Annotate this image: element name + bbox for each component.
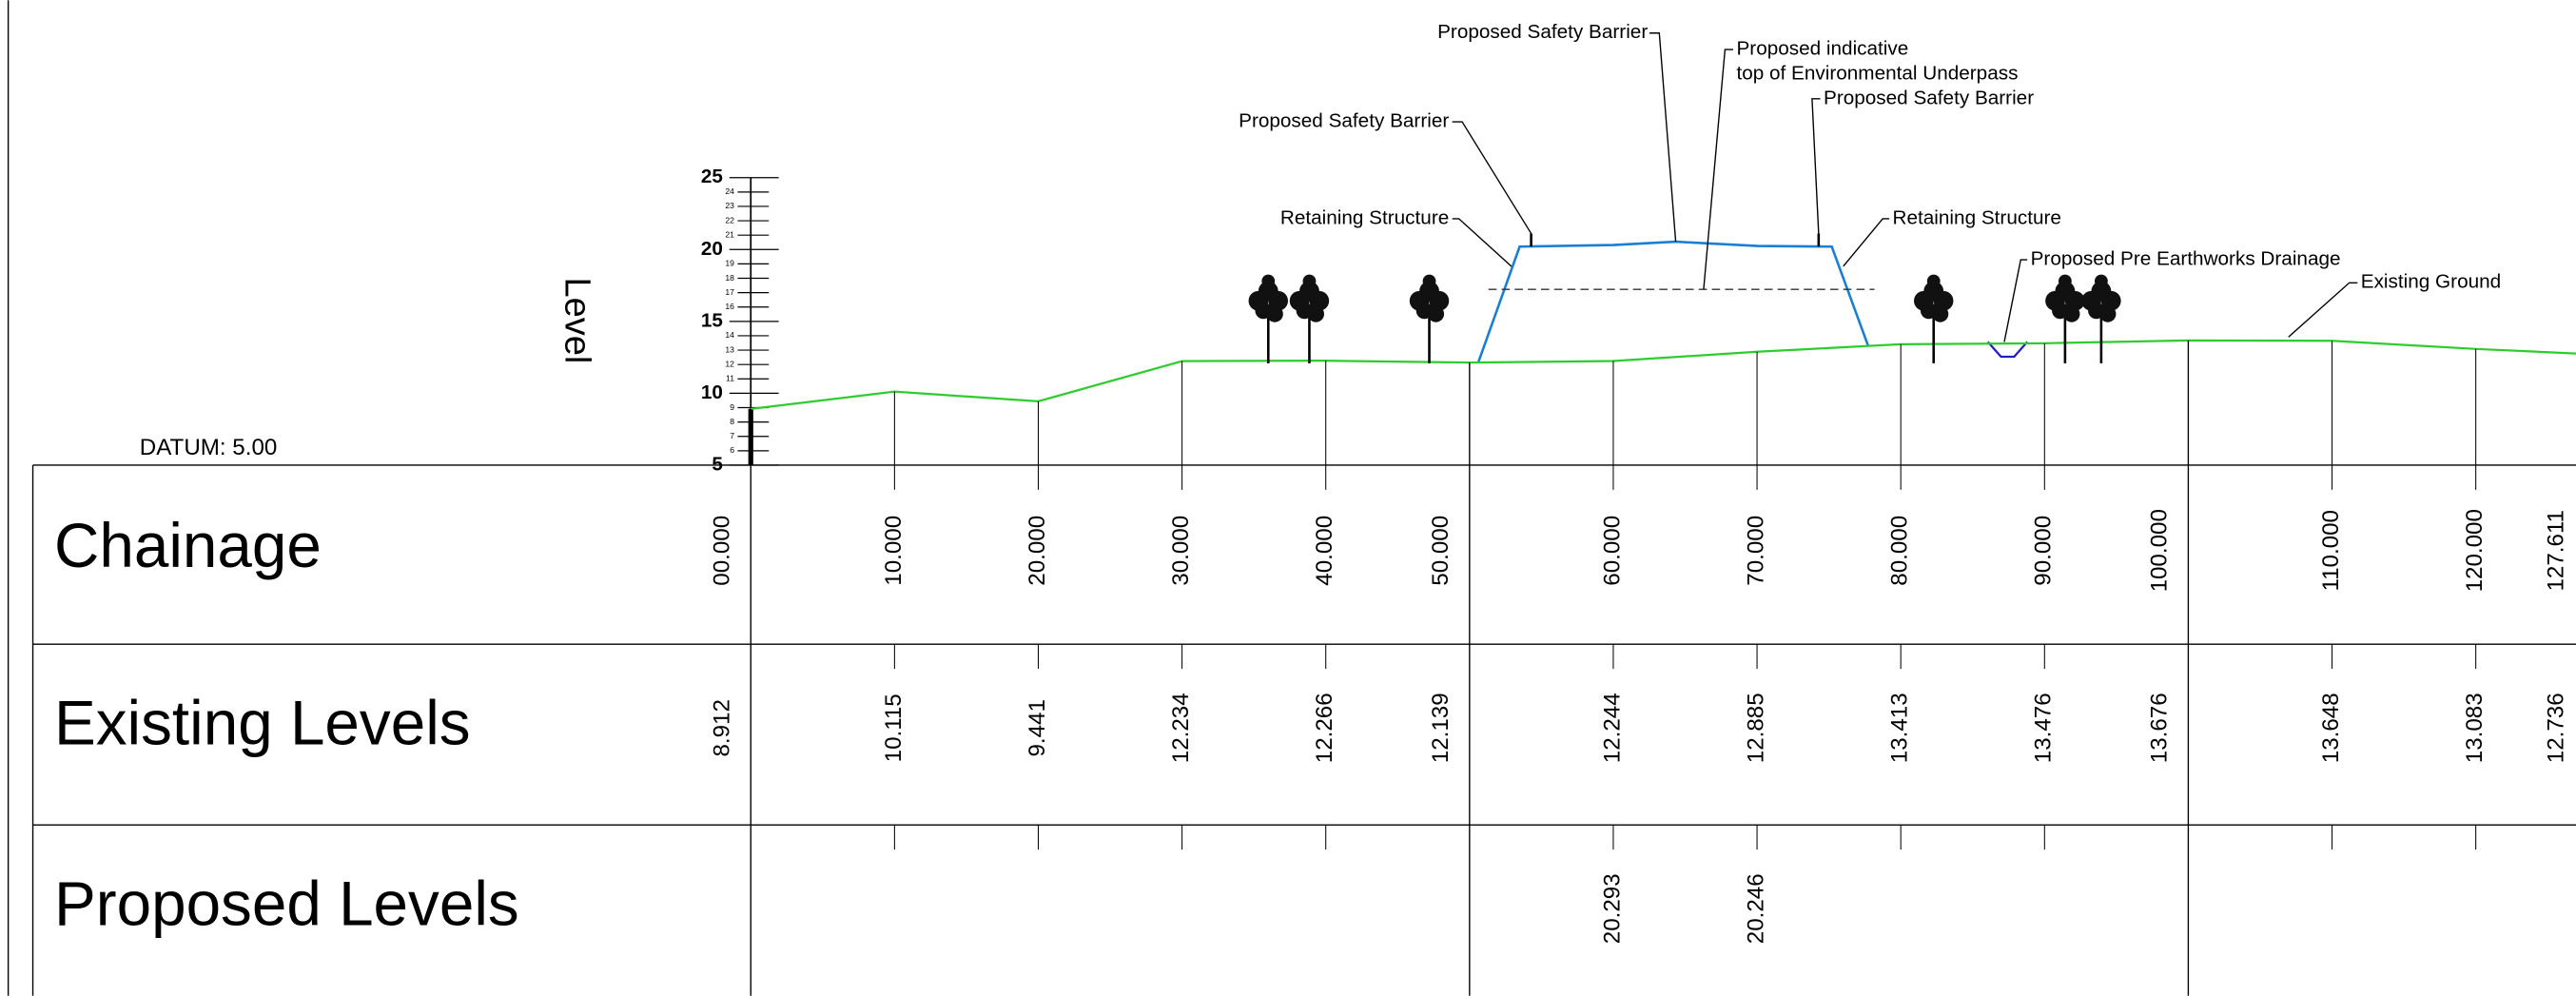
tree-crown [1309, 290, 1330, 311]
row-label: Proposed Levels [54, 869, 519, 939]
cell-value: 8.912 [709, 699, 734, 756]
tick-label: 14 [725, 330, 734, 340]
cell-value: 13.476 [2031, 693, 2057, 763]
cell-value: 70.000 [1743, 516, 1768, 586]
tick-label: 8 [730, 417, 734, 426]
tick-label: 10 [701, 381, 723, 403]
tick-label: 17 [725, 287, 734, 297]
tree-crown [1268, 290, 1288, 311]
tick-label: 7 [730, 431, 734, 440]
tick-label: 13 [725, 344, 734, 354]
tree-crown [2094, 274, 2108, 288]
existing-ground [751, 339, 2576, 410]
cell-value: 127.611 [2544, 510, 2569, 592]
leaders [1452, 32, 2358, 342]
tree-crown [1429, 290, 1450, 311]
annotation: Proposed indicative [1736, 37, 1908, 59]
tick-label: 23 [725, 201, 734, 210]
cell-value: 20.293 [1599, 873, 1625, 944]
table-frame [31, 464, 2576, 996]
annotation: Proposed Safety Barrier [1824, 87, 2034, 108]
cell-value: 13.083 [2462, 693, 2488, 763]
cell-value: 20.246 [1743, 873, 1768, 944]
cell-value: 10.000 [881, 516, 907, 586]
tick-label: 25 [701, 166, 723, 187]
cell-value: 110.000 [2318, 510, 2344, 592]
tick-label: 11 [726, 374, 734, 383]
tree-crown [1926, 274, 1941, 288]
annotation: top of Environmental Underpass [1736, 62, 2018, 84]
row-label: Existing Levels [54, 689, 471, 758]
annotation: Retaining Structure [1280, 206, 1449, 228]
cell-value: 12.234 [1168, 693, 1194, 763]
tick-label: 15 [701, 309, 723, 331]
tree-crown [2099, 305, 2117, 322]
tick-label: 12 [725, 359, 734, 368]
tick-label: 9 [730, 402, 734, 412]
tick-label: 21 [725, 229, 734, 239]
annotation: Proposed Safety Barrier [1437, 21, 1648, 43]
annotation: Existing Ground [2361, 271, 2501, 293]
cell-value: 12.139 [1428, 693, 1454, 763]
cell-value: 12.736 [2544, 693, 2569, 763]
tree-crown [1307, 305, 1324, 322]
tree-crown [2063, 305, 2080, 322]
tick-label: 6 [730, 445, 734, 455]
cell-value: 50.000 [1428, 516, 1454, 586]
cell-value: 12.266 [1312, 693, 1337, 763]
annotation: Proposed Pre Earthworks Drainage [2031, 248, 2341, 270]
row-label: Chainage [54, 511, 322, 580]
proposed-structure [1477, 240, 1869, 362]
annotation: Retaining Structure [1893, 206, 2061, 228]
annotation: Proposed Safety Barrier [1239, 109, 1449, 131]
tick-label: 18 [725, 273, 734, 283]
tree-crown [1427, 305, 1445, 322]
drainage [1986, 341, 2029, 359]
datum: DATUM: 5.00 [140, 435, 278, 460]
cell-value: 12.885 [1743, 693, 1768, 763]
tree-crown [1302, 274, 1317, 288]
tree-crown [2100, 290, 2121, 311]
cell-value: 90.000 [2031, 516, 2057, 586]
cell-value: 13.676 [2146, 693, 2172, 763]
tick-label: 22 [725, 215, 734, 225]
cell-value: 80.000 [1887, 516, 1913, 586]
tree-crown [2064, 290, 2085, 311]
tick-label: 24 [725, 186, 734, 196]
tree-crown [1261, 274, 1276, 288]
cell-value: 10.115 [881, 693, 907, 762]
axis-label: Level [556, 278, 596, 364]
tree-crown [1933, 290, 1954, 311]
tree-crown [1932, 305, 1949, 322]
cell-value: 40.000 [1312, 516, 1337, 586]
cell-value: 00.000 [709, 516, 734, 586]
tree-crown [1266, 305, 1283, 322]
cell-value: 9.441 [1025, 699, 1050, 756]
tick-label: 16 [725, 302, 734, 311]
cell-value: 100.000 [2146, 509, 2172, 592]
tick-label: 19 [725, 259, 734, 268]
cell-value: 60.000 [1599, 516, 1625, 586]
tick-label: 5 [712, 453, 723, 475]
tick-label: 20 [701, 238, 723, 260]
cell-value: 30.000 [1168, 516, 1194, 586]
cell-value: 13.413 [1887, 693, 1913, 763]
cell-value: 12.244 [1599, 693, 1625, 763]
tree-crown [1422, 274, 1436, 288]
tree-crown [2058, 274, 2072, 288]
cell-value: 120.000 [2462, 509, 2488, 592]
cell-value: 20.000 [1025, 516, 1050, 586]
cell-value: 13.648 [2318, 693, 2344, 763]
